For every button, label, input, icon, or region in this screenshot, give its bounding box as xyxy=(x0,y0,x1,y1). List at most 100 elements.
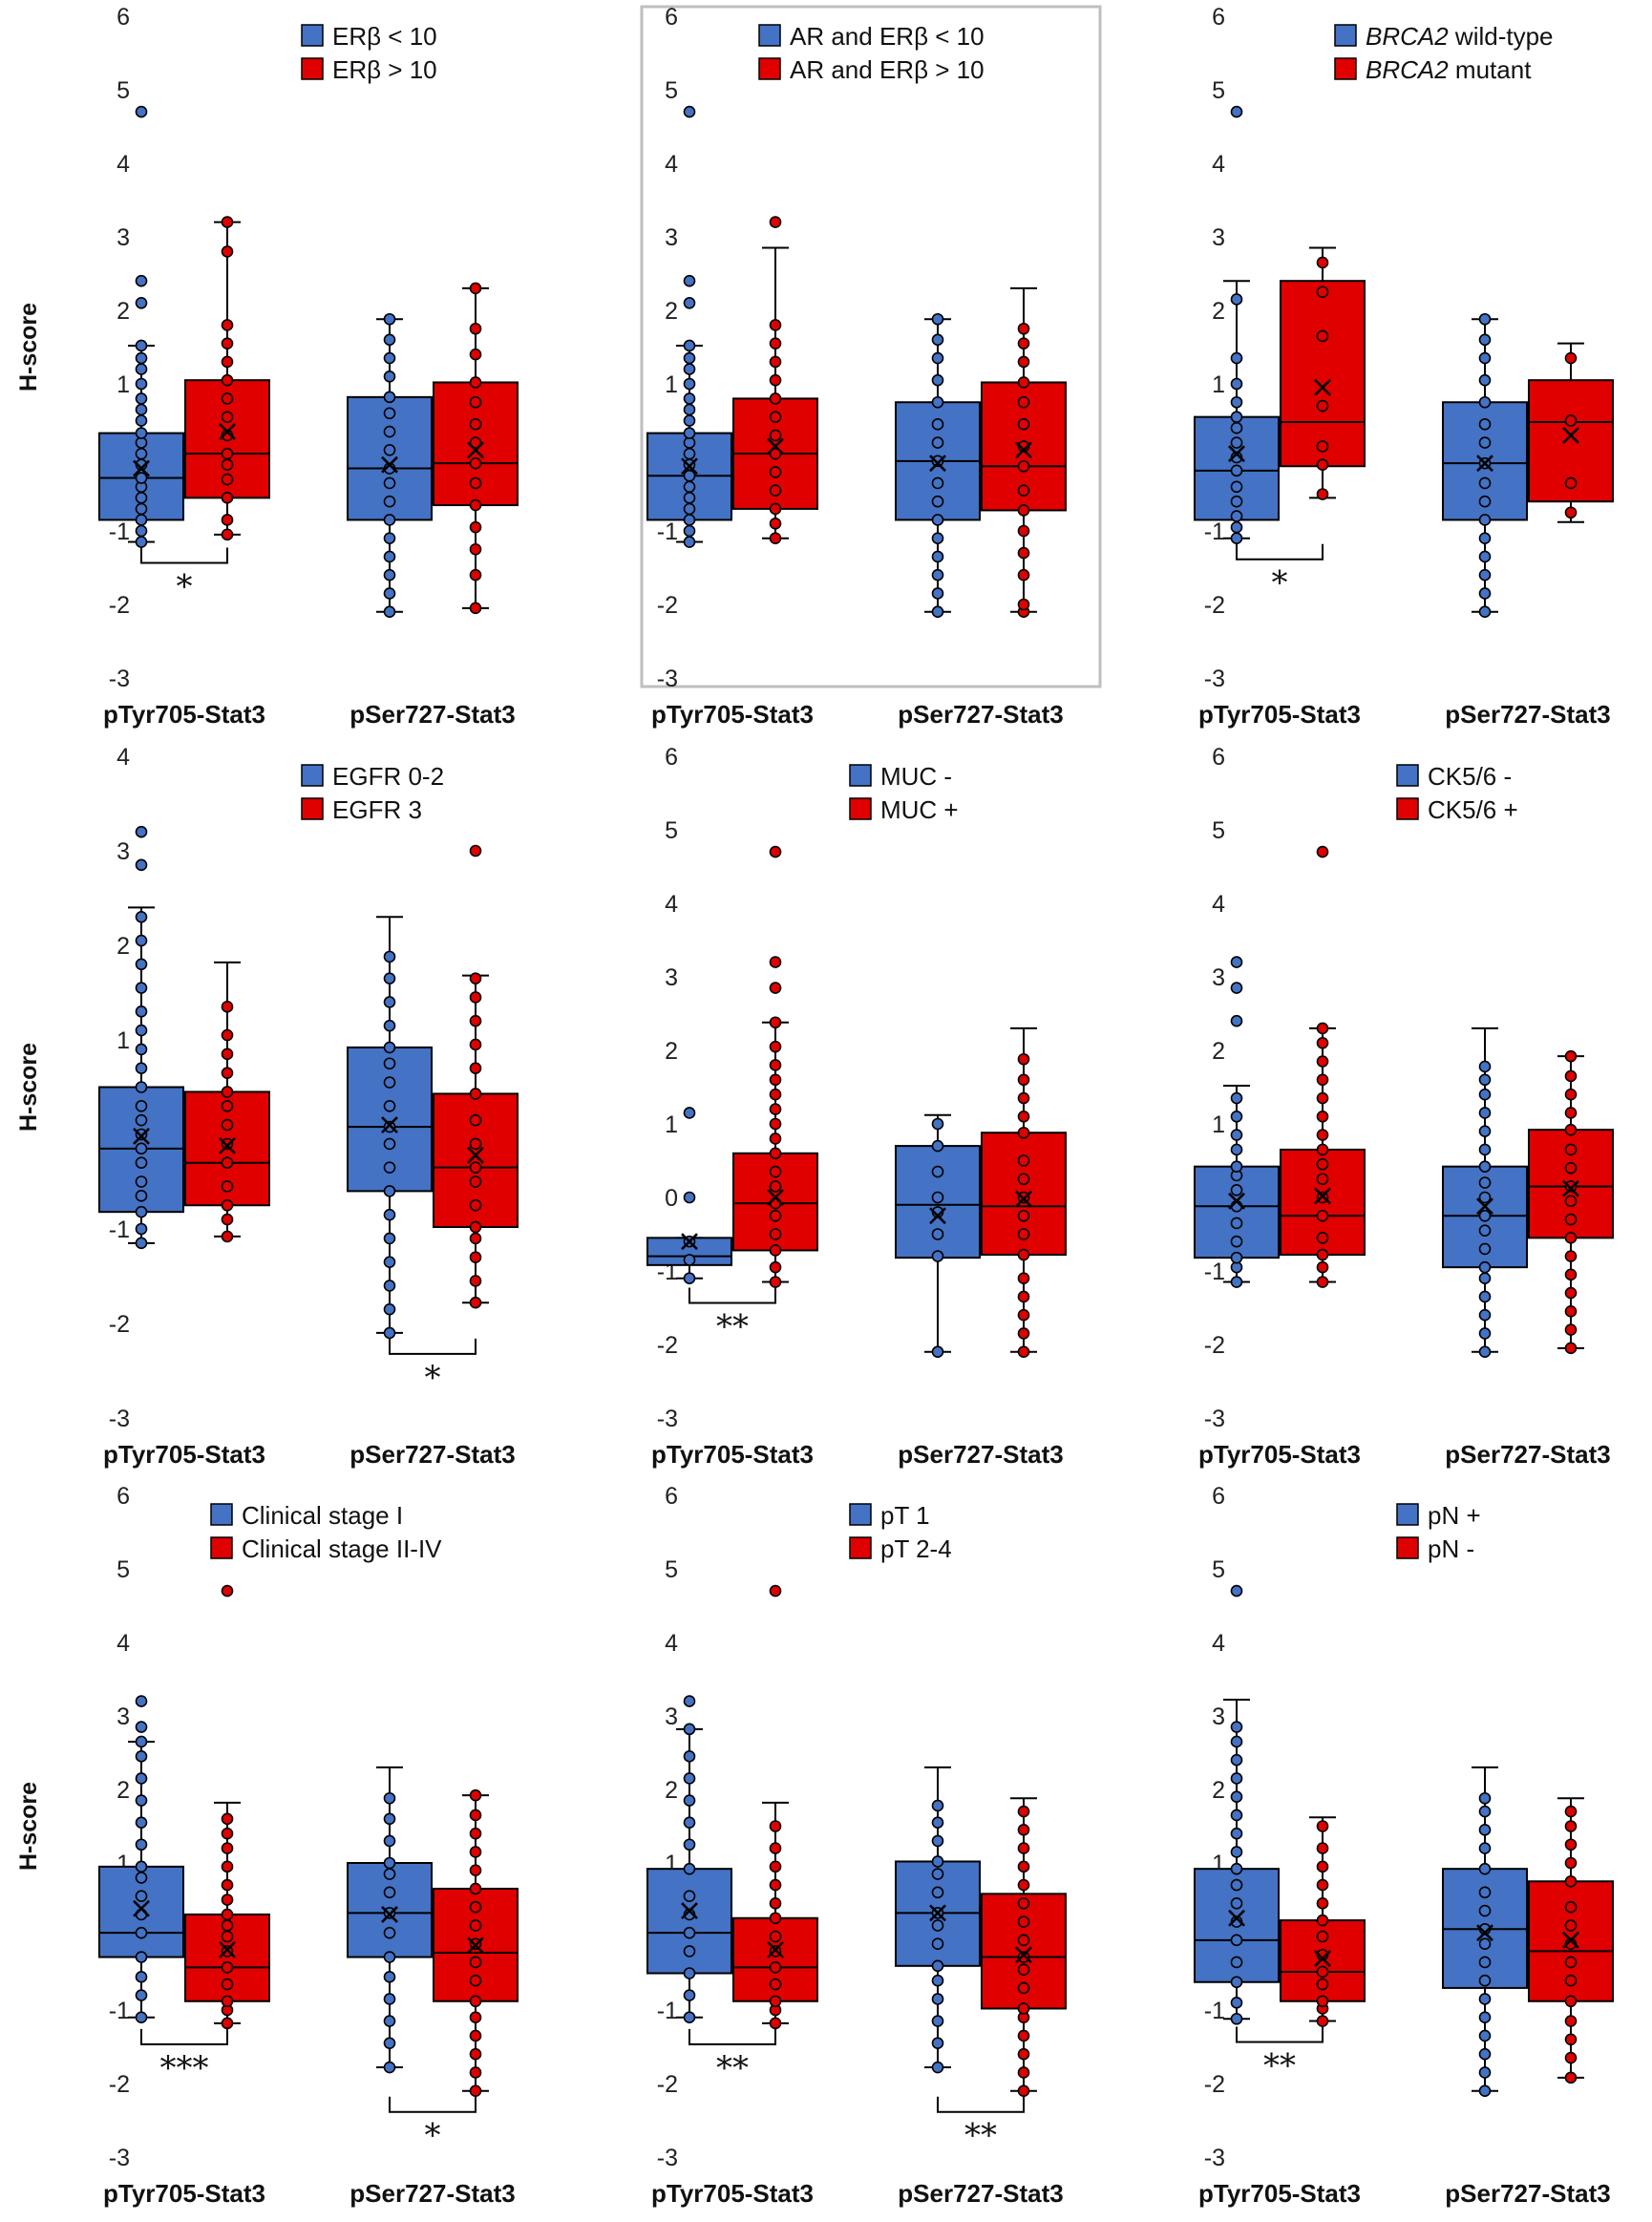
data-point xyxy=(221,458,234,472)
data-point xyxy=(769,1260,782,1274)
data-point xyxy=(135,363,148,375)
data-point xyxy=(383,568,396,582)
data-point xyxy=(383,391,396,404)
data-point xyxy=(1316,1073,1329,1087)
data-point xyxy=(135,1142,148,1155)
data-point xyxy=(1017,1073,1030,1087)
data-point xyxy=(1478,1345,1492,1359)
legend-label: Clinical stage II-IV xyxy=(242,1534,442,1563)
y-tick-label: -1 xyxy=(1204,1259,1225,1285)
data-point xyxy=(769,447,782,460)
mean-marker xyxy=(1015,1190,1032,1208)
data-point xyxy=(769,1088,782,1101)
y-axis-label: H-score xyxy=(15,303,42,391)
data-point xyxy=(683,1191,696,1204)
y-tick-label: -3 xyxy=(1204,1406,1225,1432)
data-point xyxy=(1316,458,1329,472)
x-category-label: pTyr705-Stat3 xyxy=(651,1440,814,1469)
data-point xyxy=(1230,480,1243,494)
x-category-label: pTyr705-Stat3 xyxy=(1198,2179,1361,2208)
data-point xyxy=(221,1001,234,1013)
x-category-label: pSer727-Stat3 xyxy=(898,2179,1063,2208)
legend-item-group2: BRCA2 mutant xyxy=(1334,55,1532,84)
data-point xyxy=(931,1855,944,1868)
data-point xyxy=(383,1886,396,1899)
y-tick-label: 2 xyxy=(1212,1777,1225,1804)
data-point xyxy=(1017,1290,1030,1303)
data-point xyxy=(221,1812,234,1826)
y-tick-label: 2 xyxy=(116,298,130,325)
data-point xyxy=(931,2015,944,2027)
data-point xyxy=(1478,1073,1492,1087)
y-tick-label: -3 xyxy=(657,2145,678,2171)
data-point xyxy=(1478,587,1492,600)
data-point xyxy=(383,1856,396,1870)
data-point xyxy=(135,427,148,439)
data-point xyxy=(1316,440,1329,453)
data-point xyxy=(1017,1860,1030,1873)
data-point xyxy=(135,1128,148,1141)
legend-label: AR and ERβ > 10 xyxy=(790,55,985,84)
data-point xyxy=(769,337,782,349)
data-point xyxy=(1230,1735,1243,1748)
data-point xyxy=(1017,1228,1030,1240)
mean-marker xyxy=(381,455,398,474)
data-point xyxy=(931,373,944,387)
data-point xyxy=(1017,484,1030,497)
data-point xyxy=(1230,421,1243,434)
legend-label: CK5/6 + xyxy=(1428,795,1518,824)
data-point xyxy=(1478,312,1492,326)
data-point xyxy=(135,982,148,994)
significance-label: * xyxy=(425,1359,441,1397)
mean-marker xyxy=(1015,1946,1032,1964)
chart-svg: -3-2-10123456pTyr705-Stat3pSer727-Stat3*… xyxy=(646,1483,1067,2208)
data-point xyxy=(135,934,148,947)
data-point xyxy=(1017,1951,1030,1963)
y-tick-label: -1 xyxy=(657,518,678,545)
data-point xyxy=(1316,1914,1329,1927)
box-pTyr705-Stat3-group1 xyxy=(646,105,732,548)
legend-label: pN + xyxy=(1428,1501,1481,1530)
y-tick-label: 4 xyxy=(116,744,130,771)
data-point xyxy=(1564,1180,1578,1193)
data-point xyxy=(383,1302,396,1316)
x-category-label: pTyr705-Stat3 xyxy=(103,1440,265,1469)
data-point xyxy=(469,568,482,582)
data-point xyxy=(135,825,148,838)
data-point xyxy=(931,333,944,347)
data-point xyxy=(1230,1790,1243,1804)
data-point xyxy=(1478,1209,1492,1222)
data-point xyxy=(683,447,696,460)
box-pSer727-Stat3-group1 xyxy=(895,312,981,619)
data-point xyxy=(931,1886,944,1899)
legend-label: BRCA2 mutant xyxy=(1366,55,1532,84)
data-point xyxy=(135,414,148,427)
chart-panel-8: -3-2-10123456pTyr705-Stat3pSer727-Stat3*… xyxy=(556,1483,1100,2219)
significance-bracket: * xyxy=(389,2096,477,2155)
legend-swatch xyxy=(758,24,781,47)
chart-panel-3: -3-2-10123456pTyr705-Stat3pSer727-Stat3*… xyxy=(1103,4,1647,740)
data-point xyxy=(683,339,696,352)
data-point xyxy=(221,528,234,541)
data-point xyxy=(1478,514,1492,526)
data-point xyxy=(1478,568,1492,582)
y-axis-label: H-score xyxy=(15,1043,42,1132)
data-point xyxy=(1230,1862,1243,1875)
data-point xyxy=(1017,546,1030,560)
data-point xyxy=(1478,373,1492,387)
data-point xyxy=(469,436,482,449)
data-point xyxy=(1478,1088,1492,1101)
data-point xyxy=(383,1057,396,1070)
data-point xyxy=(769,484,782,497)
data-point xyxy=(1230,105,1243,118)
data-point xyxy=(1017,1345,1030,1359)
data-point xyxy=(1478,1862,1492,1875)
box-pTyr705-Stat3-group2 xyxy=(732,216,818,545)
data-point xyxy=(931,1250,944,1262)
data-point xyxy=(135,377,148,391)
data-point xyxy=(1017,2066,1030,2079)
legend-item-group2: CK5/6 + xyxy=(1396,795,1518,824)
data-point xyxy=(683,392,696,405)
